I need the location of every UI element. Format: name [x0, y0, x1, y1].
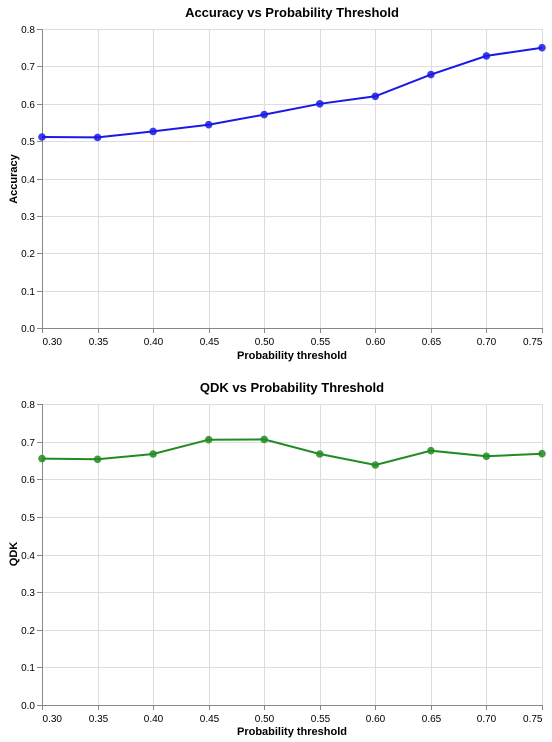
y-tick-label: 0.3 [21, 588, 35, 599]
data-point [482, 452, 491, 461]
x-tick-label: 0.75 [523, 714, 543, 725]
x-tick-label: 0.75 [523, 337, 543, 348]
x-tick-label: 0.70 [477, 714, 497, 725]
y-tick-label: 0.6 [21, 475, 35, 486]
x-tick-label: 0.55 [311, 337, 331, 348]
x-axis-title: Probability threshold [237, 350, 347, 362]
x-tick-label: 0.45 [200, 714, 220, 725]
y-tick-label: 0.4 [21, 175, 35, 186]
data-point [538, 43, 546, 52]
data-point [538, 449, 546, 458]
qdk-chart: QDK vs Probability Threshold 0.0 0.1 0.2 0.… [8, 380, 546, 738]
data-point [482, 52, 491, 60]
x-axis-title: Probability threshold [237, 726, 347, 738]
y-tick-label: 0.0 [21, 324, 35, 335]
series-line [41, 46, 543, 139]
data-point [427, 70, 435, 79]
data-point [260, 435, 269, 444]
x-tick-label: 0.65 [422, 337, 442, 348]
chart-title: QDK vs Probability Threshold [200, 380, 384, 395]
data-point [38, 133, 46, 141]
y-axis-title: QDK [8, 542, 20, 567]
y-tick-label: 0.4 [21, 551, 35, 562]
data-point [427, 446, 435, 455]
series-line [41, 438, 543, 467]
y-tick-label: 0.5 [21, 513, 35, 524]
y-tick-label: 0.7 [21, 438, 35, 449]
x-tick-label: 0.50 [255, 337, 275, 348]
y-tick-label: 0.1 [21, 287, 35, 298]
data-point [93, 133, 102, 142]
x-tick-label: 0.35 [89, 337, 109, 348]
y-tick-label: 0.8 [21, 400, 35, 411]
data-point [149, 450, 157, 458]
accuracy-chart: Accuracy vs Probability Threshold 0.0 0.1… [8, 5, 546, 362]
data-point [204, 120, 213, 129]
y-axis-title: Accuracy [8, 153, 20, 203]
data-point [149, 127, 157, 136]
y-tick-label: 0.2 [21, 249, 35, 260]
x-tick-label: 0.30 [43, 714, 63, 725]
chart-title: Accuracy vs Probability Threshold [185, 5, 399, 20]
x-tick-label: 0.60 [366, 337, 386, 348]
data-point [260, 110, 269, 119]
data-point [316, 100, 324, 108]
x-tick-label: 0.60 [366, 714, 386, 725]
y-tick-label: 0.1 [21, 663, 35, 674]
data-point [371, 461, 380, 469]
x-tick-label: 0.55 [311, 714, 331, 725]
y-tick-label: 0.7 [21, 62, 35, 73]
y-tick-label: 0.2 [21, 626, 35, 637]
data-point [204, 435, 213, 444]
data-point [38, 454, 46, 463]
y-tick-label: 0.0 [21, 701, 35, 712]
y-tick-label: 0.8 [21, 25, 35, 36]
x-tick-label: 0.50 [255, 714, 275, 725]
x-tick-label: 0.30 [43, 337, 63, 348]
data-point [93, 455, 102, 464]
x-tick-label: 0.40 [144, 337, 164, 348]
data-point [371, 92, 380, 101]
x-tick-label: 0.70 [477, 337, 497, 348]
x-tick-label: 0.35 [89, 714, 109, 725]
y-tick-label: 0.5 [21, 137, 35, 148]
x-tick-label: 0.40 [144, 714, 164, 725]
x-tick-label: 0.65 [422, 714, 442, 725]
data-point [316, 450, 324, 458]
y-tick-label: 0.6 [21, 100, 35, 111]
x-tick-label: 0.45 [200, 337, 220, 348]
y-tick-label: 0.3 [21, 212, 35, 223]
